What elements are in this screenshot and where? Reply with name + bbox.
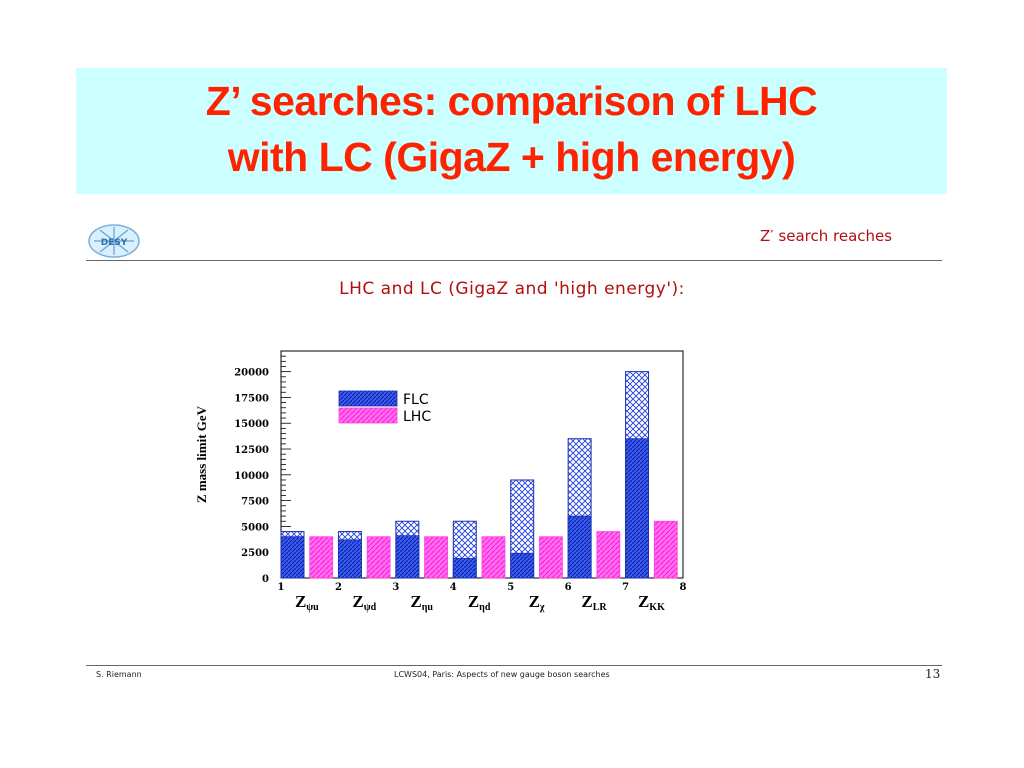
flc-bar-inner — [567, 515, 592, 579]
footer-author: S. Riemann — [96, 670, 142, 679]
lhc-bar — [539, 536, 563, 579]
y-tick-label: 17500 — [234, 393, 269, 404]
header-rule — [86, 260, 942, 261]
slide-title-line-1: Z’ searches: comparison of LHC — [205, 78, 818, 124]
x-tick-label: 2 — [335, 582, 342, 593]
lhc-bar — [653, 520, 678, 579]
x-category-label: ZKK — [638, 592, 665, 613]
flc-bar-inner — [338, 539, 362, 579]
flc-bar-inner — [395, 535, 420, 579]
x-tick-label: 5 — [507, 582, 514, 593]
x-tick-label: 6 — [565, 582, 572, 593]
lhc-bar — [309, 536, 334, 579]
flc-bar-inner — [510, 552, 535, 579]
y-tick-label: 2500 — [241, 548, 269, 559]
x-tick-label: 1 — [278, 582, 285, 593]
lhc-bar — [366, 536, 391, 579]
y-tick-label: 12500 — [234, 445, 269, 456]
lhc-bar — [424, 536, 448, 579]
footer-rule — [86, 665, 942, 666]
legend-label-flc: FLC — [403, 392, 429, 408]
x-tick-label: 7 — [622, 582, 629, 593]
x-category-label: Zχ — [529, 592, 545, 613]
x-tick-label: 8 — [680, 582, 687, 593]
slide-subtitle: LHC and LC (GigaZ and 'high energy'): — [339, 279, 685, 299]
x-category-label: Zψd — [352, 592, 376, 613]
footer-conference: LCWS04, Paris: Aspects of new gauge boso… — [394, 670, 610, 679]
y-tick-label: 20000 — [234, 368, 269, 379]
x-tick-label: 4 — [450, 582, 457, 593]
flc-bar-inner — [625, 438, 649, 579]
legend-swatch-flc — [338, 390, 398, 407]
slide-header: Z′ search reaches — [760, 227, 893, 245]
lhc-bar — [596, 531, 621, 579]
x-category-label: Zηd — [468, 592, 491, 613]
legend-label-lhc: LHC — [403, 409, 431, 425]
desy-logo: DESY — [88, 224, 140, 258]
x-tick-label: 3 — [392, 582, 399, 593]
flc-bar-inner — [452, 557, 477, 579]
y-tick-label: 7500 — [241, 497, 269, 508]
page-number: 13 — [925, 667, 941, 681]
x-category-label: Zψu — [295, 592, 319, 613]
x-category-label: Zηu — [410, 592, 433, 613]
y-tick-label: 15000 — [234, 419, 269, 430]
flc-bar-inner — [280, 536, 305, 579]
y-axis-label: Z mass limit GeV — [194, 405, 209, 503]
y-tick-label: 10000 — [234, 471, 269, 482]
slide-title-line-2: with LC (GigaZ + high energy) — [227, 134, 796, 180]
y-tick-label: 5000 — [241, 522, 269, 533]
x-category-label: ZLR — [581, 592, 607, 613]
title-box: Z’ searches: comparison of LHC with LC (… — [76, 68, 947, 194]
legend-swatch-lhc — [338, 407, 398, 424]
lhc-bar — [481, 536, 506, 579]
logo-text: DESY — [101, 238, 128, 248]
y-tick-label: 0 — [262, 574, 269, 585]
